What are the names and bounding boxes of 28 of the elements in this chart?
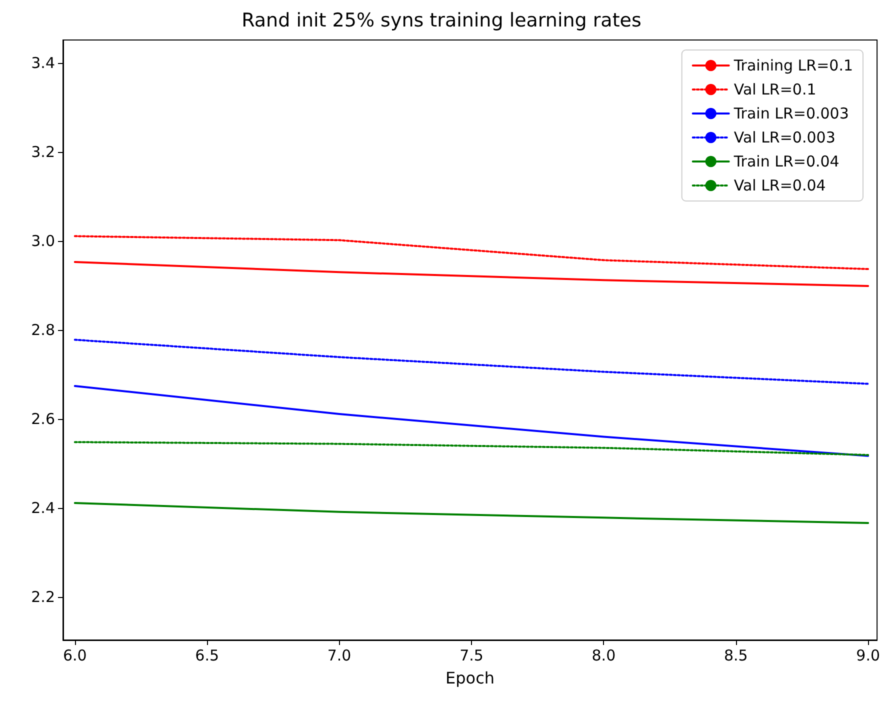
line-series (74, 235, 870, 270)
legend-label: Train LR=0.003 (732, 104, 849, 122)
legend-label: Val LR=0.1 (734, 80, 816, 98)
y-tick-label: 2.2 (31, 588, 55, 606)
x-tick-label: 8.0 (592, 646, 616, 664)
legend-label: Val LR=0.04 (734, 176, 826, 194)
legend-label: Training LR=0.1 (732, 56, 854, 74)
y-tick-label: 2.6 (31, 410, 55, 428)
x-tick-label: 7.0 (327, 646, 352, 664)
x-tick-label: 9.0 (856, 646, 880, 664)
x-tick-label: 7.5 (460, 646, 484, 664)
x-axis-title: Epoch (446, 668, 495, 688)
y-tick-label: 3.2 (31, 143, 55, 162)
y-tick-label: 3.0 (31, 232, 55, 250)
y-tick-label: 2.8 (31, 320, 55, 339)
y-tick-label: 3.4 (31, 54, 55, 72)
line-series (74, 260, 870, 287)
line-series (74, 385, 870, 457)
x-tick-label: 8.5 (724, 646, 748, 664)
chart-title: Rand init 25% syns training learning rates (242, 10, 642, 32)
line-series (74, 338, 870, 385)
line-series (74, 441, 870, 456)
x-tick-label: 6.5 (195, 646, 220, 664)
legend-label: Val LR=0.003 (734, 128, 836, 146)
legend-label: Train LR=0.04 (732, 152, 840, 170)
y-tick-label: 2.4 (31, 498, 55, 517)
x-tick-label: 6.0 (62, 646, 87, 664)
line-series (74, 502, 870, 524)
